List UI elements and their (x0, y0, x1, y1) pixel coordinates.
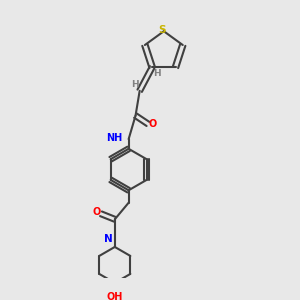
Text: OH: OH (106, 292, 123, 300)
Text: NH: NH (106, 133, 122, 143)
Text: S: S (159, 25, 166, 35)
Text: H: H (131, 80, 139, 89)
Text: H: H (153, 69, 161, 78)
Text: O: O (149, 119, 157, 129)
Text: O: O (93, 207, 101, 218)
Text: N: N (103, 234, 112, 244)
